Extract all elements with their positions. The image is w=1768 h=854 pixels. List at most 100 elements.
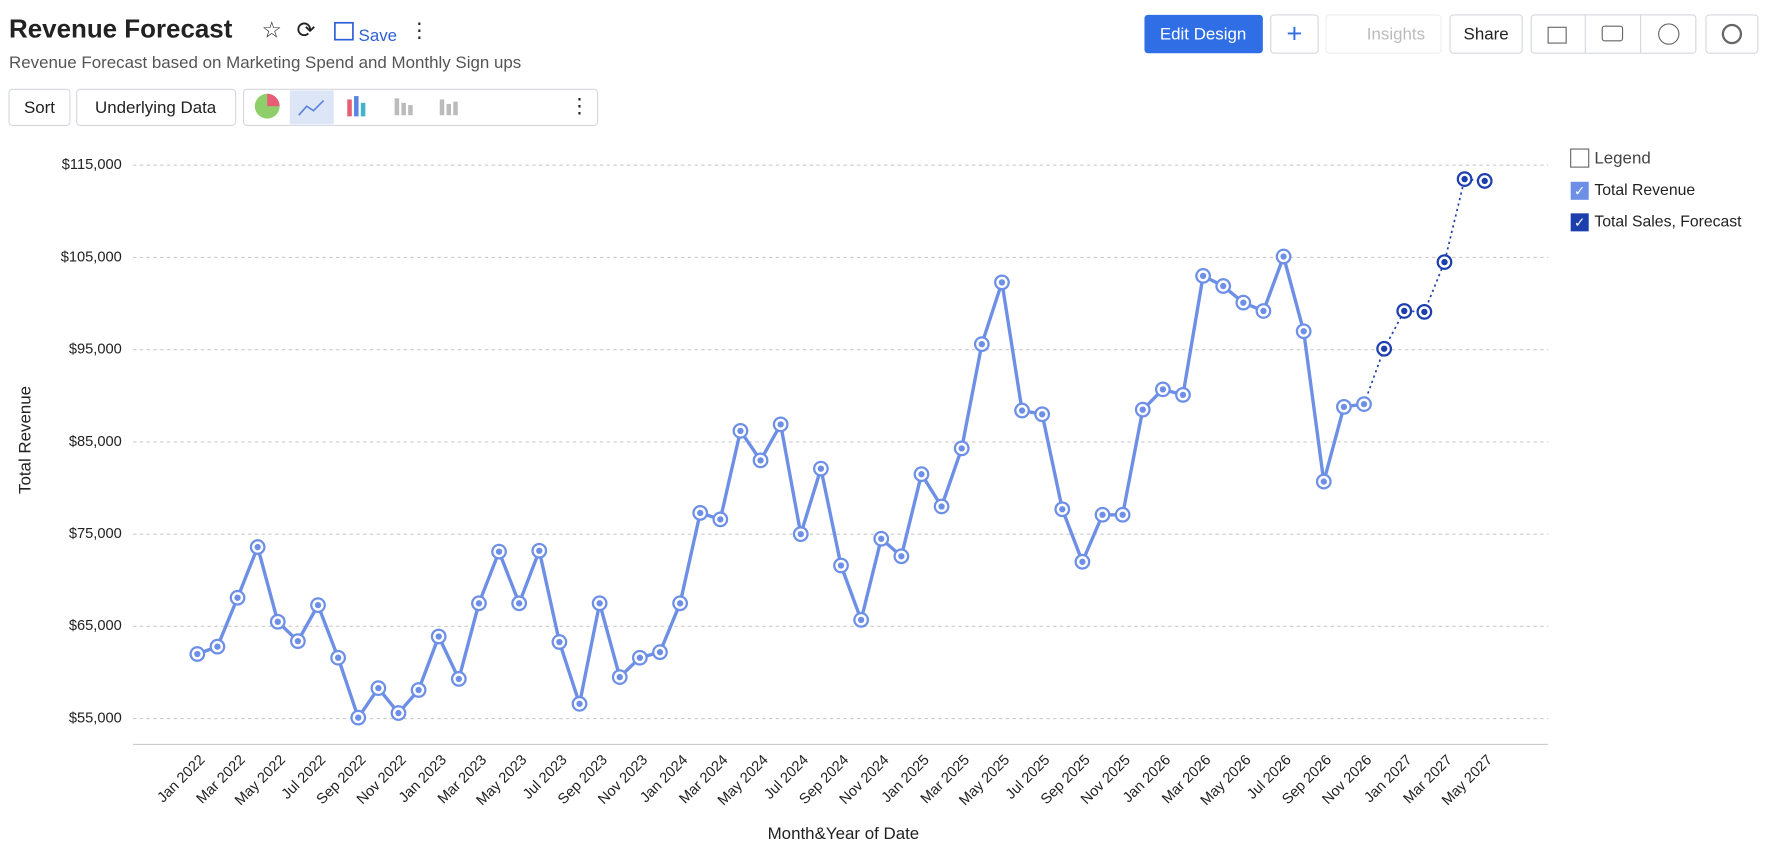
legend-swatch[interactable] <box>1570 213 1589 232</box>
bar-icon[interactable] <box>347 96 366 117</box>
point-center <box>1159 386 1167 393</box>
point-center <box>334 654 342 661</box>
sort-label[interactable]: Sort <box>24 98 55 117</box>
insights-button[interactable] <box>1325 14 1442 54</box>
point-center <box>1360 400 1368 408</box>
y-tick-label: $95,000 <box>69 342 122 358</box>
legend-label[interactable]: Total Revenue <box>1594 182 1695 199</box>
y-tick-label: $115,000 <box>62 157 122 173</box>
point-center <box>1079 558 1086 565</box>
forecast-connector <box>1363 348 1385 405</box>
pie-icon-slice <box>267 93 280 107</box>
other-icons[interactable] <box>394 98 458 116</box>
y-tick-label: $85,000 <box>69 434 122 450</box>
point-center <box>1380 345 1388 352</box>
point-center <box>938 503 945 510</box>
point-center <box>918 471 925 478</box>
point-center <box>1461 175 1468 183</box>
point-center <box>1441 258 1448 266</box>
series-line <box>196 250 1365 722</box>
edit-design-label[interactable]: Edit Design <box>1160 25 1246 44</box>
point-center <box>817 465 825 472</box>
point-center <box>556 638 563 646</box>
point-center <box>656 649 664 656</box>
edit-design-button[interactable] <box>1144 14 1263 54</box>
title: Revenue Forecast <box>9 16 233 44</box>
icon-group[interactable] <box>1530 14 1697 54</box>
add-button[interactable] <box>1270 14 1319 54</box>
series-line <box>1383 178 1485 350</box>
point-center <box>576 700 583 707</box>
point-center <box>375 684 382 692</box>
save-icon[interactable] <box>334 21 354 41</box>
point-center <box>1340 403 1348 411</box>
point-center <box>837 562 845 569</box>
underlying-button[interactable] <box>76 88 237 126</box>
more-icon[interactable]: ⋮ <box>569 96 589 118</box>
star-icon[interactable]: ☆ <box>262 18 282 43</box>
point-center <box>1280 253 1287 260</box>
point-center <box>314 601 322 609</box>
legend-check: ✓ <box>1574 183 1585 198</box>
point-center <box>395 709 402 717</box>
point-center <box>194 650 201 658</box>
point-center <box>1320 478 1327 485</box>
point-center <box>475 600 483 607</box>
point-center <box>1260 307 1267 315</box>
point-center <box>797 530 804 538</box>
y-tick-label: $55,000 <box>69 710 122 726</box>
point-center <box>1039 411 1046 418</box>
point-center <box>214 643 221 650</box>
point-center <box>757 457 764 464</box>
export-icon[interactable] <box>1547 26 1567 44</box>
refresh-icon[interactable]: ⟳ <box>297 18 316 43</box>
point-center <box>636 654 644 661</box>
point-center <box>294 637 302 645</box>
point-center <box>1059 506 1066 513</box>
more-icon[interactable]: ⋮ <box>409 20 429 42</box>
comment-icon[interactable] <box>1601 25 1624 42</box>
legend-title: Legend <box>1594 149 1650 168</box>
save[interactable]: Save <box>359 26 398 45</box>
share-button[interactable] <box>1449 14 1523 54</box>
settings-button[interactable] <box>1705 14 1759 54</box>
point-center <box>516 600 523 607</box>
point-center <box>1240 299 1247 306</box>
point-center <box>455 675 462 683</box>
point-center <box>878 535 885 542</box>
point-center <box>254 543 261 551</box>
point-center <box>978 341 985 348</box>
point-center <box>234 594 241 601</box>
chart-type-selected[interactable] <box>289 90 334 125</box>
legend-check: ✓ <box>1574 215 1585 230</box>
point-center <box>958 445 965 452</box>
legend-label[interactable]: Total Sales, Forecast <box>1594 214 1742 231</box>
point-center <box>1199 272 1207 280</box>
x-axis-label: Month&Year of Date <box>768 824 920 843</box>
line-icon[interactable] <box>298 99 325 116</box>
point-center <box>536 547 543 554</box>
legend-swatch[interactable] <box>1570 181 1589 200</box>
y-tick-label: $75,000 <box>69 526 122 542</box>
insights-label[interactable]: Insights <box>1367 25 1425 44</box>
point-center <box>355 714 362 721</box>
point-center <box>676 600 684 607</box>
sort-button[interactable] <box>8 88 71 126</box>
point-center <box>1018 407 1026 414</box>
add-icon[interactable]: + <box>1287 18 1303 48</box>
y-tick-label: $65,000 <box>69 618 122 634</box>
point-center <box>1401 307 1408 315</box>
legend-toggle[interactable] <box>1570 148 1590 168</box>
point-center <box>777 421 784 428</box>
share-label[interactable]: Share <box>1464 25 1509 44</box>
point-center <box>435 633 442 640</box>
alarm-icon[interactable] <box>1658 23 1680 45</box>
underlying-label[interactable]: Underlying Data <box>95 98 217 117</box>
point-center <box>737 427 744 435</box>
point-center <box>697 509 704 517</box>
point-center <box>1139 406 1146 413</box>
point-center <box>998 279 1006 286</box>
point-center <box>1179 391 1187 399</box>
settings-icon[interactable] <box>1721 23 1743 45</box>
